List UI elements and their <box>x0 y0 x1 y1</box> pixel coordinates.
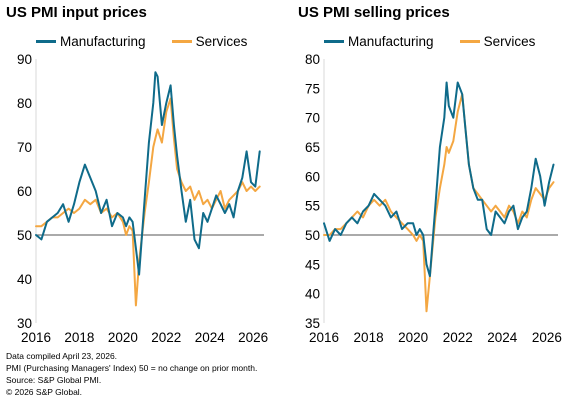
legend-item-services: Services <box>171 34 248 49</box>
y-tick-label: 55 <box>305 199 320 214</box>
y-tick-label: 40 <box>305 287 320 302</box>
chart-legend: Manufacturing Services <box>36 34 273 49</box>
chart-title: US PMI selling prices <box>298 4 450 21</box>
y-tick-label: 65 <box>305 140 320 155</box>
y-tick-label: 40 <box>17 272 32 287</box>
chart-plot-input-prices: 30 40 50 60 70 80 90 2016 2018 2020 2022 2024 2026 <box>17 52 268 345</box>
y-tick-label: 90 <box>17 52 32 67</box>
x-tick-label: 2026 <box>238 330 268 345</box>
legend-item-manufacturing: Manufacturing <box>36 34 146 49</box>
y-tick-label: 80 <box>17 96 32 111</box>
y-tick-label: 35 <box>305 316 320 331</box>
y-tick-label: 30 <box>17 316 32 331</box>
legend-item-services: Services <box>459 34 536 49</box>
x-tick-label: 2024 <box>487 330 518 345</box>
y-tick-label: 80 <box>305 52 320 67</box>
legend-swatch-manufacturing <box>36 40 56 43</box>
chart-title: US PMI input prices <box>6 4 147 21</box>
footnotes: Data compiled April 23, 2026. PMI (Purch… <box>6 350 257 398</box>
y-tick-label: 50 <box>17 228 32 243</box>
y-tick-label: 70 <box>17 140 32 155</box>
legend-label-manufacturing: Manufacturing <box>60 34 146 49</box>
legend-label-services: Services <box>483 34 536 49</box>
y-tick-label: 60 <box>17 184 32 199</box>
x-tick-label: 2020 <box>108 330 138 345</box>
legend-swatch-manufacturing <box>324 40 344 43</box>
footnote-line: © 2026 S&P Global. <box>6 387 83 397</box>
series-line-services <box>35 97 261 307</box>
x-tick-label: 2016 <box>309 330 339 345</box>
x-tick-label: 2020 <box>398 330 428 345</box>
legend-swatch-services <box>459 40 480 43</box>
x-tick-label: 2018 <box>64 330 94 345</box>
legend-item-manufacturing: Manufacturing <box>324 34 434 49</box>
y-tick-label: 75 <box>305 81 320 96</box>
chart-panel-input-prices: US PMI input prices Manufacturing Servic… <box>0 0 292 345</box>
x-tick-label: 2018 <box>354 330 384 345</box>
y-tick-label: 45 <box>305 257 320 272</box>
series-line-manufacturing <box>323 81 555 278</box>
x-tick-label: 2022 <box>443 330 473 345</box>
x-tick-label: 2016 <box>21 330 51 345</box>
chart-plot-selling-prices: 35 40 45 50 55 60 65 70 75 80 2016 2018 2020 2022 2024… <box>305 52 562 345</box>
legend-swatch-services <box>171 40 192 43</box>
y-tick-label: 60 <box>305 169 320 184</box>
footnote-line: PMI (Purchasing Managers' Index) 50 = no… <box>6 363 258 373</box>
footnote-line: Source: S&P Global PMI. <box>6 375 102 385</box>
x-tick-label: 2024 <box>195 330 226 345</box>
series-line-manufacturing <box>35 71 261 276</box>
chart-panel-selling-prices: US PMI selling prices Manufacturing Serv… <box>292 0 583 345</box>
x-tick-label: 2022 <box>151 330 181 345</box>
legend-label-manufacturing: Manufacturing <box>348 34 434 49</box>
chart-legend: Manufacturing Services <box>324 34 561 49</box>
x-tick-label: 2026 <box>532 330 562 345</box>
legend-label-services: Services <box>195 34 248 49</box>
series-line-services <box>323 93 555 313</box>
footnote-line: Data compiled April 23, 2026. <box>6 351 118 361</box>
y-tick-label: 70 <box>305 111 320 126</box>
y-tick-label: 50 <box>305 228 320 243</box>
